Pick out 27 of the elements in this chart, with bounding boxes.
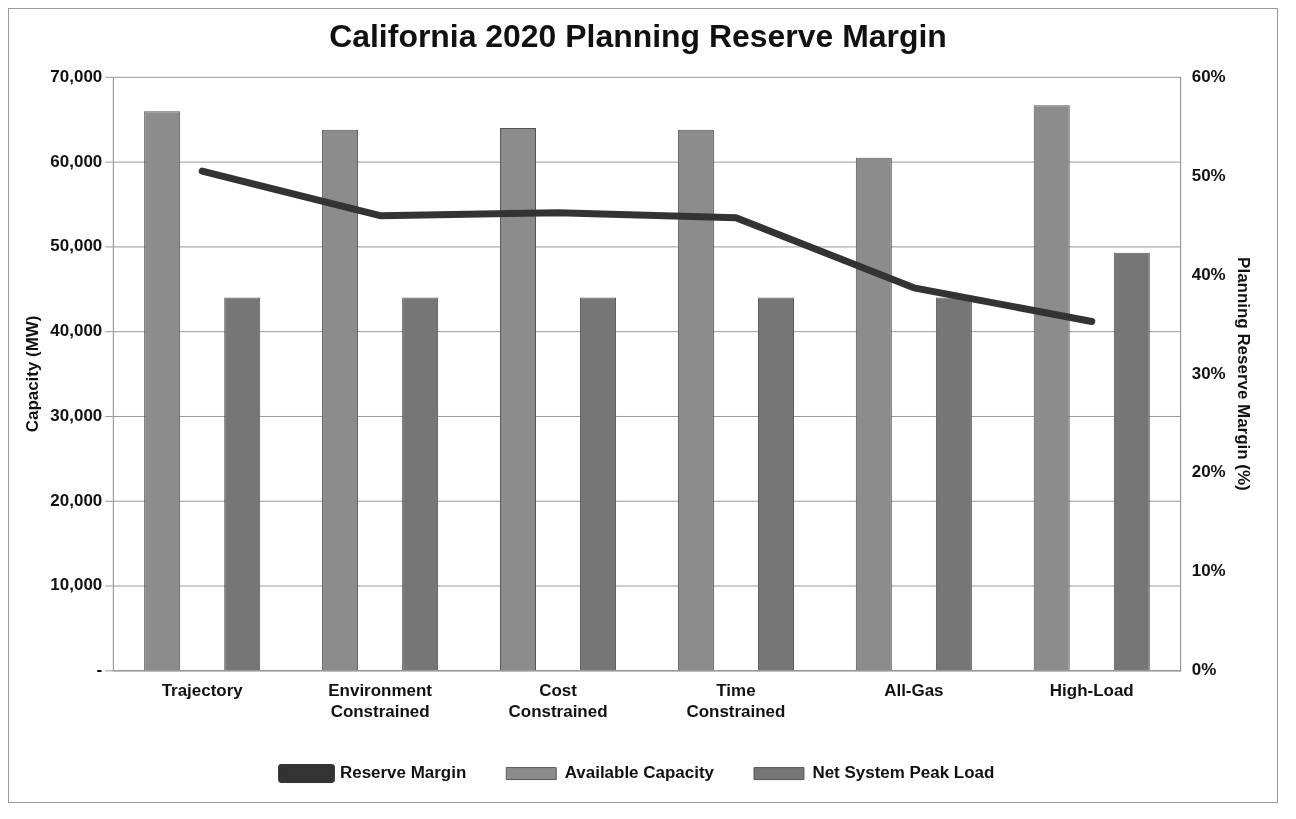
y-axis-title: Capacity (MW) xyxy=(22,315,42,433)
y2-tick-label: 0% xyxy=(1191,660,1217,680)
x-tick-label: All-Gas xyxy=(884,681,944,701)
x-tick-label: Cost Constrained xyxy=(508,681,608,721)
x-tick-label: High-Load xyxy=(1049,681,1134,701)
y-tick-label: 70,000 xyxy=(50,66,103,86)
y2-axis-title: Planning Reserve Margin (%) xyxy=(1234,257,1254,491)
y2-tick-label: 60% xyxy=(1191,66,1226,86)
y2-tick-label: 10% xyxy=(1191,561,1226,581)
legend-label: Reserve Margin xyxy=(339,763,467,783)
y2-tick-label: 20% xyxy=(1191,462,1226,482)
y-tick-label: 50,000 xyxy=(50,236,103,256)
y-tick-label: 40,000 xyxy=(50,321,103,341)
y-tick-label: 60,000 xyxy=(50,151,103,171)
legend-label: Net System Peak Load xyxy=(812,763,995,783)
y-tick-label: - xyxy=(96,660,103,680)
legend-label: Available Capacity xyxy=(564,763,715,783)
y-tick-label: 10,000 xyxy=(50,575,103,595)
x-tick-label: Time Constrained xyxy=(686,681,786,721)
chart-title: California 2020 Planning Reserve Margin xyxy=(329,17,947,54)
x-tick-label: Trajectory xyxy=(161,681,244,701)
y2-tick-label: 30% xyxy=(1191,363,1226,383)
y2-tick-label: 40% xyxy=(1191,264,1226,284)
x-tick-label: Environment Constrained xyxy=(328,681,433,721)
y-tick-label: 30,000 xyxy=(50,405,103,425)
y-tick-label: 20,000 xyxy=(50,490,103,510)
y2-tick-label: 50% xyxy=(1191,165,1226,185)
